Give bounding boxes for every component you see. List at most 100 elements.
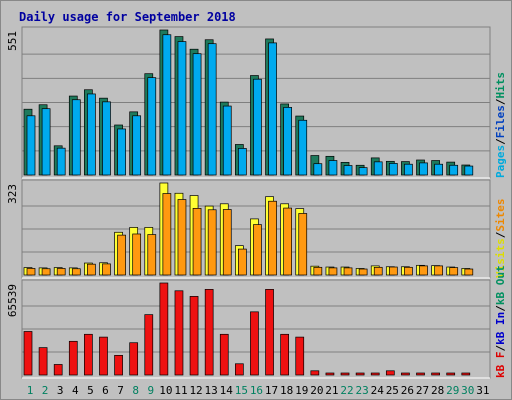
- x-tick-day-29: 29: [446, 384, 459, 397]
- panel-sites-legend: Visits/Sites: [494, 199, 507, 279]
- bar-hits-files-day-3: [56, 147, 66, 176]
- legend-item-sites-1: /: [494, 231, 507, 238]
- bar-sites-sites-day-28: [434, 265, 443, 276]
- bar-sites-sites-day-7: [117, 234, 126, 276]
- bar-kbytes-kb-f-day-24: [370, 372, 380, 376]
- bar-sites-sites-day-12: [192, 207, 202, 276]
- bar-hits-files-day-14: [222, 105, 232, 176]
- bar-hits-files-day-17: [268, 42, 277, 176]
- bar-sites-sites-day-8: [132, 233, 142, 276]
- bar-sites-sites-day-17: [268, 200, 277, 276]
- legend-item-hits-0: Pages: [494, 145, 507, 178]
- bar-kbytes-kb-f-day-28: [431, 372, 440, 376]
- bar-kbytes-kb-f-day-14: [219, 333, 229, 376]
- bar-kbytes-kb-f-day-18: [280, 333, 289, 376]
- bar-sites-sites-day-16: [253, 224, 262, 276]
- bar-hits-files-day-4: [71, 99, 81, 176]
- x-tick-day-16: 16: [250, 384, 263, 397]
- bar-sites-sites-day-18: [283, 207, 292, 276]
- legend-item-hits-3: /: [494, 98, 507, 105]
- bar-kbytes-kb-f-day-9: [144, 314, 154, 376]
- bar-kbytes-kb-f-day-23: [355, 372, 365, 376]
- bar-hits-files-day-21: [328, 160, 338, 176]
- bar-sites-sites-day-25: [388, 266, 398, 276]
- x-tick-day-19: 19: [295, 384, 308, 397]
- x-tick-day-4: 4: [72, 384, 79, 397]
- bar-kbytes-kb-f-day-17: [265, 289, 274, 376]
- bar-kbytes-kb-f-day-29: [446, 372, 456, 376]
- bar-sites-sites-day-30: [464, 268, 474, 276]
- bar-hits-files-day-5: [87, 93, 96, 176]
- bar-kbytes-kb-f-day-19: [295, 336, 305, 376]
- x-tick-day-22: 22: [340, 384, 353, 397]
- bar-kbytes-kb-f-day-12: [189, 296, 199, 376]
- bar-hits-files-day-11: [177, 41, 187, 176]
- bar-sites-sites-day-1: [26, 268, 36, 276]
- legend-item-kbytes-0: kB F: [494, 352, 507, 379]
- bar-sites-sites-day-22: [343, 267, 353, 276]
- bar-kbytes-kb-f-day-30: [461, 372, 471, 376]
- bar-hits-files-day-30: [464, 165, 474, 176]
- bar-hits-files-day-25: [388, 163, 398, 176]
- bar-kbytes-kb-f-day-21: [325, 372, 335, 376]
- x-tick-day-23: 23: [356, 384, 369, 397]
- x-tick-day-2: 2: [42, 384, 49, 397]
- bar-hits-files-day-6: [102, 101, 111, 176]
- x-tick-day-14: 14: [220, 384, 234, 397]
- x-tick-day-7: 7: [117, 384, 124, 397]
- legend-item-hits-2: Files: [494, 105, 507, 138]
- x-tick-day-28: 28: [431, 384, 444, 397]
- bar-sites-sites-day-14: [222, 209, 232, 276]
- bar-kbytes-kb-f-day-10: [159, 282, 169, 376]
- panel-sites: 323 Visits/Sites: [6, 179, 507, 279]
- x-tick-day-25: 25: [386, 384, 399, 397]
- bar-sites-sites-day-13: [207, 209, 217, 276]
- legend-item-hits-4: Hits: [494, 72, 507, 99]
- panel-hits-legend: Pages/Files/Hits: [494, 72, 507, 178]
- x-tick-day-10: 10: [159, 384, 172, 397]
- bar-hits-files-day-12: [192, 53, 202, 176]
- bar-sites-sites-day-23: [358, 268, 368, 276]
- bar-hits-files-day-15: [238, 148, 247, 176]
- bar-hits-files-day-16: [253, 78, 262, 176]
- legend-item-sites-0: Visits: [494, 238, 507, 278]
- bar-kbytes-kb-f-day-20: [310, 370, 320, 376]
- bar-kbytes-kb-f-day-15: [235, 363, 244, 376]
- bar-hits-files-day-2: [41, 108, 51, 176]
- bar-hits-files-day-7: [117, 128, 126, 176]
- bar-kbytes-kb-f-day-5: [84, 333, 93, 376]
- bar-sites-sites-day-21: [328, 267, 338, 276]
- bar-sites-sites-day-29: [449, 267, 459, 276]
- x-tick-day-13: 13: [205, 384, 218, 397]
- x-tick-day-3: 3: [57, 384, 64, 397]
- bar-hits-files-day-29: [449, 164, 459, 176]
- x-tick-day-9: 9: [147, 384, 154, 397]
- x-tick-day-8: 8: [132, 384, 139, 397]
- bar-hits-files-day-23: [358, 167, 368, 176]
- bar-kbytes-kb-f-day-4: [68, 340, 78, 376]
- bar-sites-sites-day-24: [373, 266, 383, 276]
- bar-hits-files-day-24: [373, 161, 383, 176]
- bar-kbytes-kb-f-day-1: [23, 331, 33, 376]
- panel-hits-ymax-label: 551: [6, 31, 19, 51]
- bar-kbytes-kb-f-day-3: [53, 364, 63, 376]
- x-tick-day-17: 17: [265, 384, 278, 397]
- bar-kbytes-kb-f-day-7: [114, 354, 123, 376]
- bar-hits-files-day-26: [404, 163, 413, 176]
- legend-item-kbytes-2: kB In: [494, 312, 507, 345]
- bar-hits-files-day-28: [434, 163, 443, 176]
- x-tick-day-20: 20: [310, 384, 323, 397]
- bar-kbytes-kb-f-day-22: [340, 372, 350, 376]
- x-tick-day-15: 15: [235, 384, 248, 397]
- x-tick-day-24: 24: [371, 384, 385, 397]
- bar-sites-sites-day-11: [177, 199, 187, 276]
- bar-hits-files-day-10: [162, 34, 172, 176]
- x-tick-day-11: 11: [174, 384, 187, 397]
- bar-sites-sites-day-5: [87, 263, 96, 276]
- bar-hits-files-day-13: [207, 43, 217, 176]
- bar-sites-sites-day-27: [419, 265, 428, 276]
- x-tick-day-27: 27: [416, 384, 429, 397]
